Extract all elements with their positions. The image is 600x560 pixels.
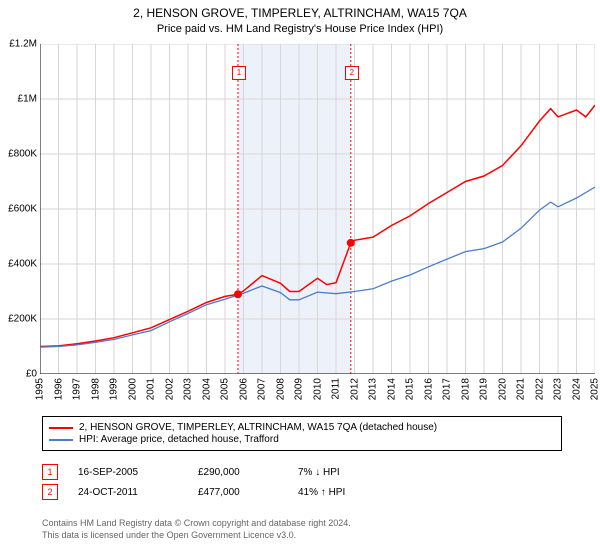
sale-price: £290,000 [198, 467, 298, 478]
chart-sale-marker: 1 [232, 66, 246, 80]
x-axis-label: 2010 [312, 378, 323, 400]
page-title: 2, HENSON GROVE, TIMPERLEY, ALTRINCHAM, … [0, 6, 600, 20]
line-chart [40, 44, 595, 374]
x-axis-label: 2007 [257, 378, 268, 400]
footer-line: This data is licensed under the Open Gov… [42, 530, 351, 542]
sales-table: 1 16-SEP-2005 £290,000 7% ↓ HPI 2 24-OCT… [42, 460, 398, 504]
legend-swatch [49, 427, 73, 429]
x-axis-label: 2006 [238, 378, 249, 400]
x-axis-label: 2004 [201, 378, 212, 400]
x-axis-label: 1997 [72, 378, 83, 400]
x-axis-label: 2001 [146, 378, 157, 400]
x-axis-label: 2009 [294, 378, 305, 400]
legend-item: HPI: Average price, detached house, Traf… [49, 434, 555, 445]
footer: Contains HM Land Registry data © Crown c… [42, 518, 351, 541]
legend-label: 2, HENSON GROVE, TIMPERLEY, ALTRINCHAM, … [79, 422, 437, 433]
x-axis-label: 2012 [349, 378, 360, 400]
legend-item: 2, HENSON GROVE, TIMPERLEY, ALTRINCHAM, … [49, 422, 555, 433]
sale-price: £477,000 [198, 487, 298, 498]
x-axis-label: 2000 [127, 378, 138, 400]
y-axis-label: £800K [8, 149, 37, 160]
page-subtitle: Price paid vs. HM Land Registry's House … [0, 23, 600, 35]
x-axis-label: 2003 [183, 378, 194, 400]
sale-date: 24-OCT-2011 [78, 487, 198, 498]
y-axis-label: £1M [18, 94, 37, 105]
x-axis-label: 1998 [90, 378, 101, 400]
x-axis-label: 2005 [220, 378, 231, 400]
sale-marker-icon: 1 [42, 464, 58, 480]
title-block: 2, HENSON GROVE, TIMPERLEY, ALTRINCHAM, … [0, 0, 600, 35]
x-axis-label: 2016 [423, 378, 434, 400]
legend: 2, HENSON GROVE, TIMPERLEY, ALTRINCHAM, … [42, 416, 562, 451]
sale-pct: 41% ↑ HPI [298, 487, 398, 498]
x-axis-label: 2011 [331, 378, 342, 400]
y-axis-label: £600K [8, 204, 37, 215]
x-axis-label: 1995 [35, 378, 46, 400]
x-axis-label: 1999 [109, 378, 120, 400]
chart-sale-marker: 2 [345, 66, 359, 80]
x-axis-label: 2021 [516, 378, 527, 400]
sale-date: 16-SEP-2005 [78, 467, 198, 478]
y-axis-label: £200K [8, 314, 37, 325]
sale-pct: 7% ↓ HPI [298, 467, 398, 478]
footer-line: Contains HM Land Registry data © Crown c… [42, 518, 351, 530]
x-axis-label: 2008 [275, 378, 286, 400]
sale-row: 2 24-OCT-2011 £477,000 41% ↑ HPI [42, 484, 398, 500]
y-axis-label: £1.2M [9, 39, 37, 50]
legend-swatch [49, 439, 73, 441]
x-axis-label: 2014 [386, 378, 397, 400]
x-axis-label: 1996 [53, 378, 64, 400]
x-axis-label: 2017 [442, 378, 453, 400]
x-axis-label: 2018 [460, 378, 471, 400]
x-axis-label: 2020 [497, 378, 508, 400]
x-axis-label: 2019 [479, 378, 490, 400]
chart-area: 12£0£200K£400K£600K£800K£1M£1.2M19951996… [40, 44, 595, 374]
y-axis-label: £400K [8, 259, 37, 270]
sale-marker-icon: 2 [42, 484, 58, 500]
x-axis-label: 2022 [534, 378, 545, 400]
x-axis-label: 2013 [368, 378, 379, 400]
x-axis-label: 2025 [590, 378, 600, 400]
x-axis-label: 2002 [164, 378, 175, 400]
x-axis-label: 2015 [405, 378, 416, 400]
x-axis-label: 2023 [553, 378, 564, 400]
x-axis-label: 2024 [571, 378, 582, 400]
sale-row: 1 16-SEP-2005 £290,000 7% ↓ HPI [42, 464, 398, 480]
legend-label: HPI: Average price, detached house, Traf… [79, 434, 279, 445]
